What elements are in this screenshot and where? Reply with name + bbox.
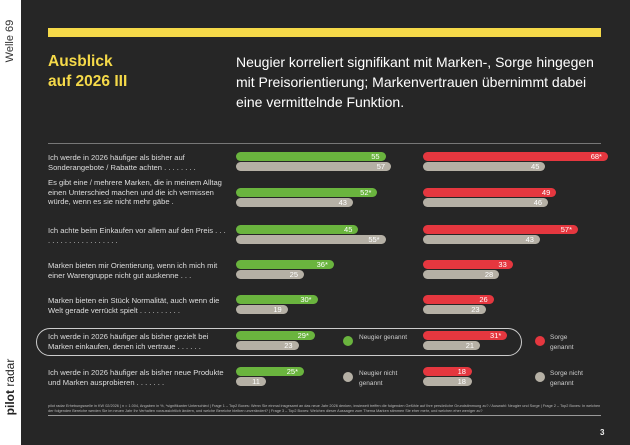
legend-sorge-nicht: Sorge nicht genannt [550,370,583,387]
neugier-bar: 36* [236,260,334,269]
sorge-bar: 57* [423,225,579,234]
wave-label: Welle 69 [4,19,16,63]
sorge-bar: 33 [423,260,513,269]
category-label: Ich werde in 2026 häufiger als bisher au… [48,153,196,172]
sorge-nicht-bar: 43 [423,234,540,244]
sorge-nicht-bar: 23 [423,304,486,314]
sorge-nicht-bar: 28 [423,269,500,279]
highlight-outline [36,328,522,356]
sorge-nicht-bar: 18 [423,376,472,386]
divider [48,143,601,144]
neugier-bar: 55 [236,152,386,161]
sorge-bar: 26 [423,295,494,304]
neugier-nicht-bar: 55* [236,234,386,244]
pilot-radar-logo: pilot radar [3,358,17,416]
neugier-bar: 45 [236,225,359,234]
neugier-nicht-bar: 19 [236,304,288,314]
neugier-nicht-bar: 11 [236,376,266,386]
legend-sorge: Sorge genannt [550,334,574,351]
side-strip: Welle 69 pilot radar [0,0,21,445]
neugier-bar: 29* [236,331,315,340]
category-label: Ich werde in 2026 häufiger als bisher ne… [48,368,224,387]
neugier-bar: 30* [236,295,318,304]
category-label: Ich werde in 2026 häufiger als bisher ge… [48,332,209,351]
page-title: Ausblick auf 2026 III [48,53,128,90]
page-subtitle: Neugier korreliert signifikant mit Marke… [236,54,594,110]
neugier-nicht-bar: 25 [236,269,304,279]
sorge-nicht-bar: 45 [423,161,546,171]
legend-sorge-nicht-dot [535,372,545,382]
neugier-bar: 25* [236,367,304,376]
neugier-nicht-bar: 23 [236,340,299,350]
category-label: Marken bieten ein Stück Normalität, auch… [48,296,220,315]
legend-neugier-nicht: Neugier nicht genannt [359,370,398,387]
sorge-bar: 18 [423,367,472,376]
footer-divider [48,415,601,416]
legend-neugier-dot [343,336,353,346]
sorge-bar: 68* [423,152,608,161]
footnote: pilot radar Erhebungswelle in KW 02/2026… [48,404,601,413]
sorge-nicht-bar: 46 [423,197,549,207]
sorge-bar: 49 [423,188,557,197]
page-number: 3 [600,428,605,437]
sorge-bar: 31* [423,331,508,340]
sorge-nicht-bar: 21 [423,340,481,350]
neugier-nicht-bar: 43 [236,197,353,207]
neugier-nicht-bar: 57 [236,161,392,171]
accent-bar [48,28,601,37]
legend-neugier-nicht-dot [343,372,353,382]
category-label: Ich achte beim Einkaufen vor allem auf d… [48,226,226,245]
neugier-bar: 52* [236,188,378,197]
legend-sorge-dot [535,336,545,346]
legend-neugier: Neugier genannt [359,334,408,341]
category-label: Marken bieten mir Orientierung, wenn ich… [48,261,218,280]
category-label: Es gibt eine / mehrere Marken, die in me… [48,178,222,206]
